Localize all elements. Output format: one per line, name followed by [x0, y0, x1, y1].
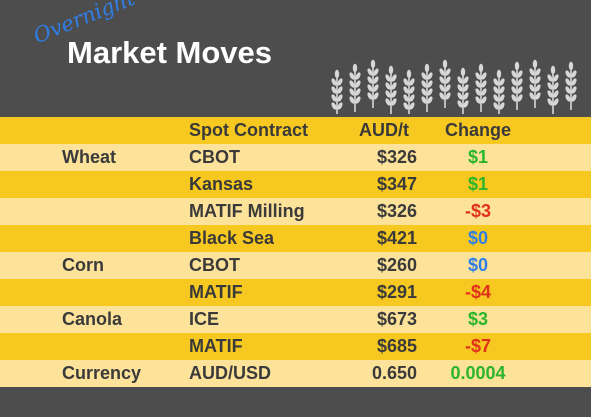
change-value: $1	[467, 147, 489, 167]
contract-name: ICE	[189, 309, 220, 329]
change-value: -$7	[464, 336, 491, 356]
contract-name: CBOT	[189, 147, 240, 167]
table-row: Corn CBOT $260 $0	[0, 252, 591, 279]
table-row: Kansas $347 $1	[0, 171, 591, 198]
grain-label: Currency	[62, 363, 142, 383]
change-value: $0	[467, 255, 489, 275]
column-header-price: AUD/t	[359, 120, 409, 140]
change-value: $3	[467, 309, 489, 329]
price-value: $260	[376, 255, 417, 275]
price-value: $326	[376, 147, 417, 167]
table-row: Currency AUD/USD 0.650 0.0004	[0, 360, 591, 387]
contract-name: Black Sea	[189, 228, 275, 248]
market-table: Spot Contract AUD/t Change Wheat CBOT $3…	[0, 117, 591, 390]
grain-label: Corn	[62, 255, 104, 275]
table-header-row: Spot Contract AUD/t Change	[0, 117, 591, 144]
table-row: Wheat CBOT $326 $1	[0, 144, 591, 171]
price-value: 0.650	[371, 363, 417, 383]
table-row: MATIF $685 -$7	[0, 333, 591, 360]
change-value: -$4	[464, 282, 491, 302]
price-value: $347	[376, 174, 417, 194]
grain-label: Wheat	[62, 147, 116, 167]
contract-name: Kansas	[189, 174, 254, 194]
price-value: $421	[376, 228, 417, 248]
change-value: $0	[467, 228, 489, 248]
change-value: 0.0004	[450, 363, 506, 383]
price-value: $685	[376, 336, 417, 356]
contract-name: MATIF Milling	[189, 201, 305, 221]
contract-name: CBOT	[189, 255, 240, 275]
contract-name: MATIF	[189, 336, 243, 356]
wheat-stalks-icon	[330, 58, 579, 114]
page-title: Market Moves	[67, 35, 273, 70]
price-value: $291	[376, 282, 417, 302]
grain-label: Canola	[62, 309, 123, 329]
change-value: -$3	[464, 201, 491, 221]
column-header-contract: Spot Contract	[189, 120, 308, 140]
column-header-change: Change	[444, 120, 511, 140]
table-row: Black Sea $421 $0	[0, 225, 591, 252]
price-value: $673	[376, 309, 417, 329]
price-value: $326	[376, 201, 417, 221]
table-row: MATIF $291 -$4	[0, 279, 591, 306]
contract-name: AUD/USD	[189, 363, 272, 383]
change-value: $1	[467, 174, 489, 194]
header-banner: Overnight Market Moves	[0, 0, 591, 117]
contract-name: MATIF	[189, 282, 243, 302]
table-row: MATIF Milling $326 -$3	[0, 198, 591, 225]
table-row: Canola ICE $673 $3	[0, 306, 591, 333]
